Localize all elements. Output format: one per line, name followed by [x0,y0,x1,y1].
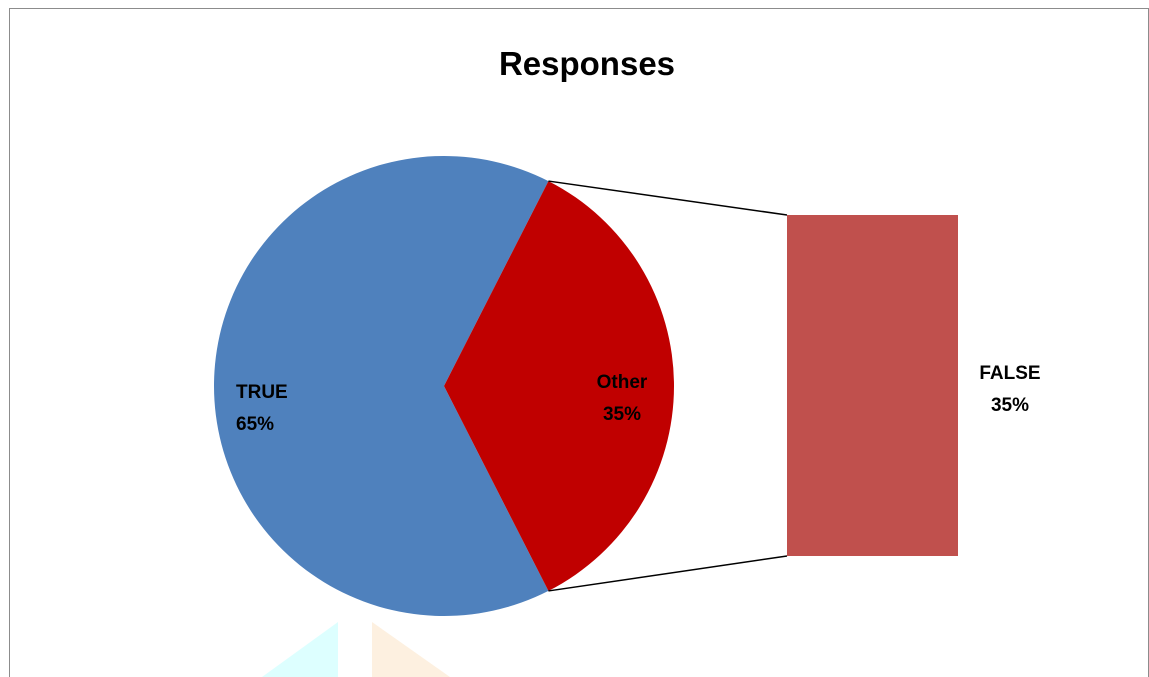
chart-title: Responses [499,45,675,82]
pie-group [213,155,674,617]
bar-segment-false [787,215,958,556]
bar-group [787,215,958,556]
data-label-other: Other 35% [597,372,648,425]
data-label-true: TRUE 65% [236,382,288,435]
connector-line-bottom [548,555,788,592]
data-label-false-percent: 35% [991,395,1029,416]
data-label-other-name: Other [597,372,648,393]
connector-lines [548,180,788,592]
data-label-false-name: FALSE [979,363,1040,384]
data-label-other-percent: 35% [603,404,641,425]
data-label-true-name: TRUE [236,382,288,403]
watermark-shape-left [262,622,338,677]
data-labels: TRUE 65% Other 35% FALSE 35% [236,363,1041,435]
data-label-true-percent: 65% [236,414,274,435]
pie-slice-true [213,155,549,617]
data-label-false: FALSE 35% [979,363,1040,416]
pie-slice-other [444,181,674,591]
connector-line-top [548,180,788,216]
watermark-shape-right [372,622,450,677]
